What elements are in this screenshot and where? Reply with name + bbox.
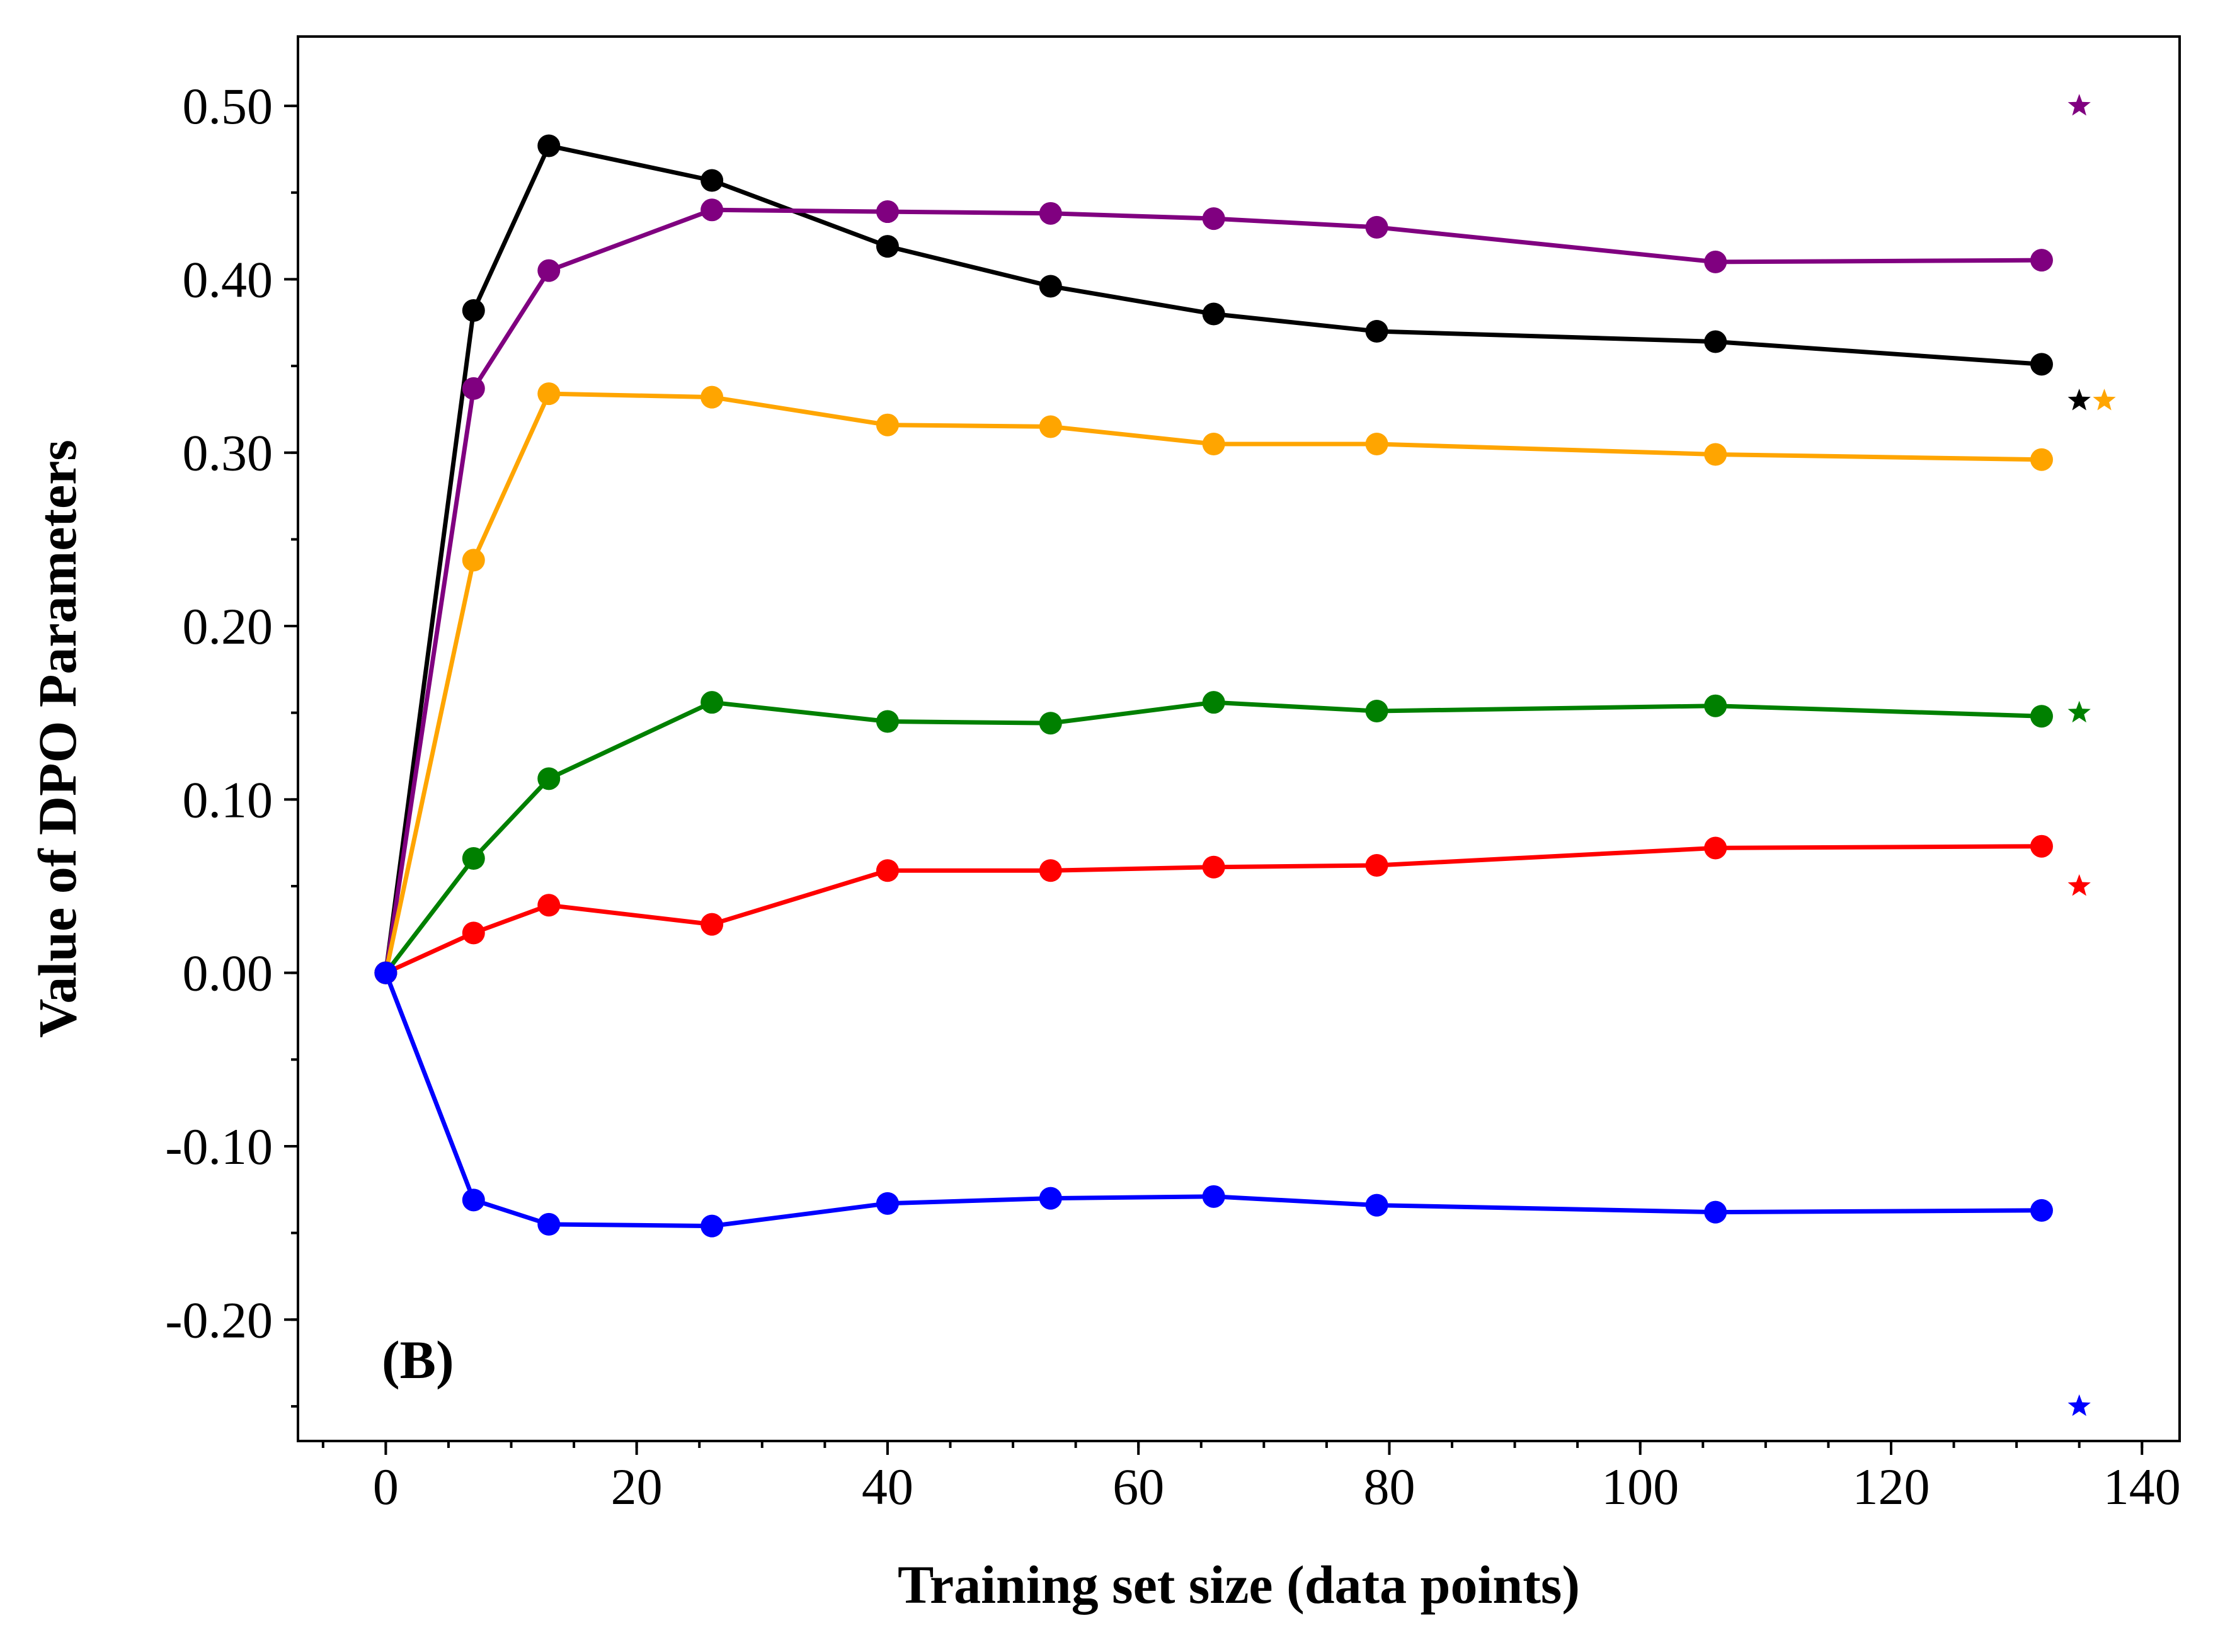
data-point: [1704, 1200, 1727, 1224]
data-point: [1365, 1193, 1388, 1217]
x-tick-label: 40: [862, 1458, 913, 1515]
y-tick-label: 0.00: [183, 945, 273, 1002]
data-point: [537, 134, 561, 157]
series-5: [374, 835, 2053, 984]
data-point: [537, 259, 561, 282]
series-layer: [374, 134, 2053, 1238]
data-point: [1365, 699, 1388, 722]
data-point: [537, 1212, 561, 1236]
data-point: [462, 1188, 485, 1212]
data-point: [1039, 202, 1062, 225]
data-point: [462, 299, 485, 322]
x-tick-label: 0: [373, 1458, 399, 1515]
data-point: [1202, 691, 1225, 714]
x-tick-label: 80: [1363, 1458, 1415, 1515]
y-tick-label: 0.50: [183, 77, 273, 135]
y-axis-title: Value of DPO Parameters: [27, 440, 88, 1038]
data-point: [1202, 207, 1225, 231]
data-point: [700, 691, 724, 714]
data-point: [2030, 249, 2053, 272]
data-point: [2030, 705, 2053, 728]
plot-frame: [297, 35, 2181, 1442]
data-point: [1704, 250, 1727, 273]
target-star-marker: [2067, 874, 2091, 896]
series-line: [383, 143, 2042, 974]
series-4: [374, 691, 2053, 984]
y-tick-label: -0.10: [165, 1118, 273, 1175]
data-point: [2030, 1199, 2053, 1222]
data-point: [374, 961, 397, 984]
data-point: [462, 921, 485, 945]
y-tick-label: 0.20: [183, 598, 273, 655]
x-tick-label: 20: [611, 1458, 663, 1515]
data-point: [2030, 835, 2053, 858]
y-tick-label: 0.10: [183, 771, 273, 828]
data-point: [1039, 275, 1062, 298]
data-point: [1365, 320, 1388, 343]
data-point: [1039, 1187, 1062, 1210]
data-point: [462, 846, 485, 870]
data-point: [2030, 353, 2053, 376]
data-point: [1704, 694, 1727, 717]
data-point: [700, 1214, 724, 1238]
x-tick-label: 120: [1852, 1458, 1930, 1515]
target-star-marker: [2093, 389, 2116, 411]
series-line: [384, 700, 2042, 974]
data-point: [1039, 859, 1062, 882]
series-line: [384, 844, 2042, 975]
data-point: [1202, 855, 1225, 879]
data-point: [700, 198, 724, 222]
data-point: [462, 377, 485, 400]
data-point: [1365, 215, 1388, 239]
data-point: [462, 549, 485, 572]
data-point: [1202, 302, 1225, 326]
x-axis-title: Training set size (data points): [898, 1554, 1580, 1615]
data-point: [1202, 1185, 1225, 1208]
data-point: [700, 913, 724, 936]
data-point: [700, 169, 724, 192]
data-point: [1365, 432, 1388, 455]
data-point: [537, 382, 561, 406]
data-point: [876, 413, 899, 436]
data-point: [1704, 330, 1727, 353]
data-point: [876, 1192, 899, 1215]
data-point: [1039, 415, 1062, 438]
axis-ticks: 0 20 40 60 80 100 120 140 -0.20 -0.10 0.00 0.10 0.20…: [165, 77, 2181, 1515]
data-point: [876, 710, 899, 733]
series-3: [374, 382, 2053, 984]
y-tick-label: 0.40: [183, 251, 273, 308]
y-tick-label: 0.30: [183, 424, 273, 482]
target-star-marker: [2067, 1394, 2091, 1416]
data-point: [700, 385, 724, 409]
data-point: [1039, 712, 1062, 735]
data-point: [1704, 443, 1727, 466]
data-point: [1202, 432, 1225, 455]
series-line: [384, 972, 2042, 1229]
series-line: [383, 391, 2042, 974]
data-point: [1365, 853, 1388, 877]
data-point: [876, 859, 899, 882]
data-point: [876, 200, 899, 224]
target-star-marker: [2067, 700, 2091, 723]
x-tick-label: 60: [1112, 1458, 1164, 1515]
data-point: [537, 767, 561, 790]
data-point: [876, 235, 899, 258]
x-tick-label: 100: [1601, 1458, 1679, 1515]
series-line: [383, 207, 2042, 974]
y-tick-label: -0.20: [165, 1291, 273, 1348]
data-point: [1704, 836, 1727, 860]
target-star-marker: [2067, 389, 2091, 411]
data-point: [537, 894, 561, 917]
target-star-marker: [2067, 94, 2091, 116]
x-tick-label: 140: [2103, 1458, 2181, 1515]
target-markers: [2067, 94, 2116, 1416]
panel-label: (B): [382, 1330, 454, 1390]
series-6: [374, 961, 2053, 1238]
data-point: [2030, 448, 2053, 471]
series-2: [374, 198, 2053, 984]
